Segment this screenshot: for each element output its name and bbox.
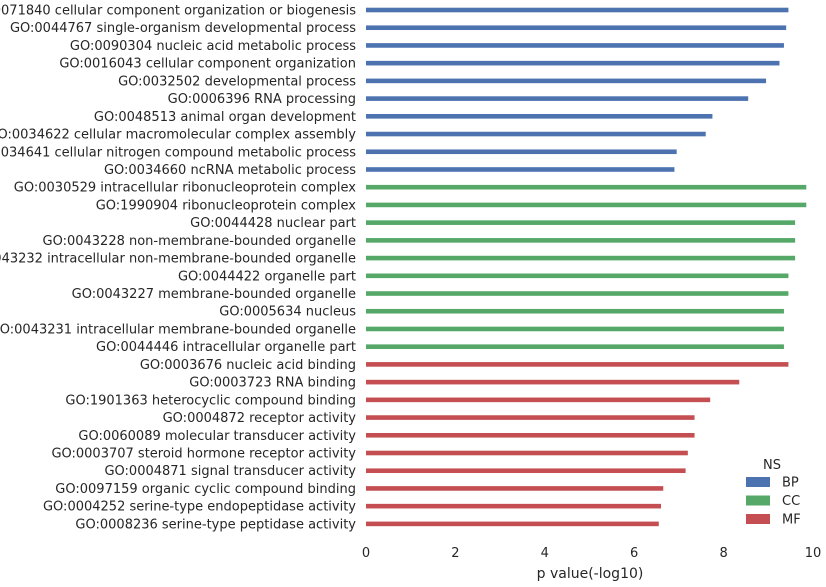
legend-label: BP [782,476,799,491]
legend-title: NS [763,458,781,473]
bar [366,43,784,48]
category-label: GO:0004252 serine-type endopeptidase act… [43,500,356,515]
category-label: GO:0048513 animal organ development [94,110,356,125]
bar [366,184,807,190]
category-label: GO:0044446 intracellular organelle part [96,340,356,355]
category-label: GO:0003707 steroid hormone receptor acti… [51,447,356,462]
bar [366,149,677,155]
bar [366,238,796,243]
bar [366,503,662,509]
bar [366,450,688,456]
x-tick-label: 6 [630,546,638,561]
category-label: GO:0003723 RNA binding [189,376,356,391]
category-label: GO:0030529 intracellular ribonucleoprote… [14,181,357,196]
legend-swatch [746,514,770,524]
category-label: GO:0034660 ncRNA metabolic process [104,163,356,178]
bar [366,202,807,208]
bar [366,25,787,31]
x-tick-label: 2 [451,546,459,561]
bar [366,255,796,261]
category-label: GO:0034641 cellular nitrogen compound me… [0,145,356,160]
bar [366,362,789,367]
category-label: GO:0071840 cellular component organizati… [0,4,356,19]
x-tick-label: 10 [805,546,822,561]
bar [366,167,675,172]
category-label: GO:0060089 molecular transducer activity [78,429,356,444]
category-label: GO:0097159 organic cyclic compound bindi… [55,482,356,497]
bar [366,60,780,66]
x-tick-label: 4 [541,546,549,561]
category-label: GO:0004872 receptor activity [163,411,357,426]
category-label: GO:0003676 nucleic acid binding [140,358,356,373]
x-axis-title: p value(-log10) [537,566,644,582]
bar [366,78,767,84]
category-label: GO:0008236 serine-type peptidase activit… [75,517,356,532]
legend: NS BP CC MF [746,458,801,528]
category-label: GO:1990904 ribonucleoprotein complex [96,198,357,213]
category-label: GO:0043227 membrane-bounded organelle [72,287,356,302]
bar [366,344,784,349]
category-label: GO:0004871 signal transducer activity [104,464,356,479]
category-label: GO:0044422 organelle part [178,269,356,284]
bar [366,96,749,101]
bar [366,432,695,438]
bar [366,468,686,474]
category-label: GO:0043228 non-membrane-bounded organell… [43,234,357,249]
category-label: GO:0005634 nucleus [219,305,356,320]
bar [366,220,796,225]
bar [366,114,713,119]
category-label: GO:0044428 nuclear part [190,216,356,231]
bar [366,291,789,296]
category-label: GO:1901363 heterocyclic compound binding [65,393,356,408]
legend-swatch [746,477,770,487]
x-tick-label: 8 [719,546,727,561]
bar [366,326,784,332]
bar [366,521,659,527]
category-label: GO:0043231 intracellular membrane-bounde… [0,322,356,337]
bar [366,7,789,13]
bar [366,379,740,385]
bar [366,308,784,314]
bar [366,415,695,420]
x-tick-label: 0 [362,546,370,561]
category-label: GO:0032502 developmental process [118,74,356,89]
bar [366,486,664,491]
category-label: GO:0006396 RNA processing [168,92,356,107]
category-label: GO:0044767 single-organism developmental… [10,21,356,36]
x-axis-ticks: 0 2 4 6 8 10 [362,546,821,561]
category-label: GO:0016043 cellular component organizati… [59,57,356,72]
category-label: GO:0034622 cellular macromolecular compl… [0,128,356,143]
bar [366,397,711,403]
bar [366,273,789,279]
category-labels: GO:0071840 cellular component organizati… [0,4,356,533]
bar [366,131,706,137]
legend-swatch [746,495,770,506]
legend-label: MF [782,513,801,528]
category-label: GO:0090304 nucleic acid metabolic proces… [70,39,356,54]
category-label: GO:0043232 intracellular non-membrane-bo… [0,252,356,267]
bars-layer [366,7,807,527]
legend-label: CC [782,494,800,509]
